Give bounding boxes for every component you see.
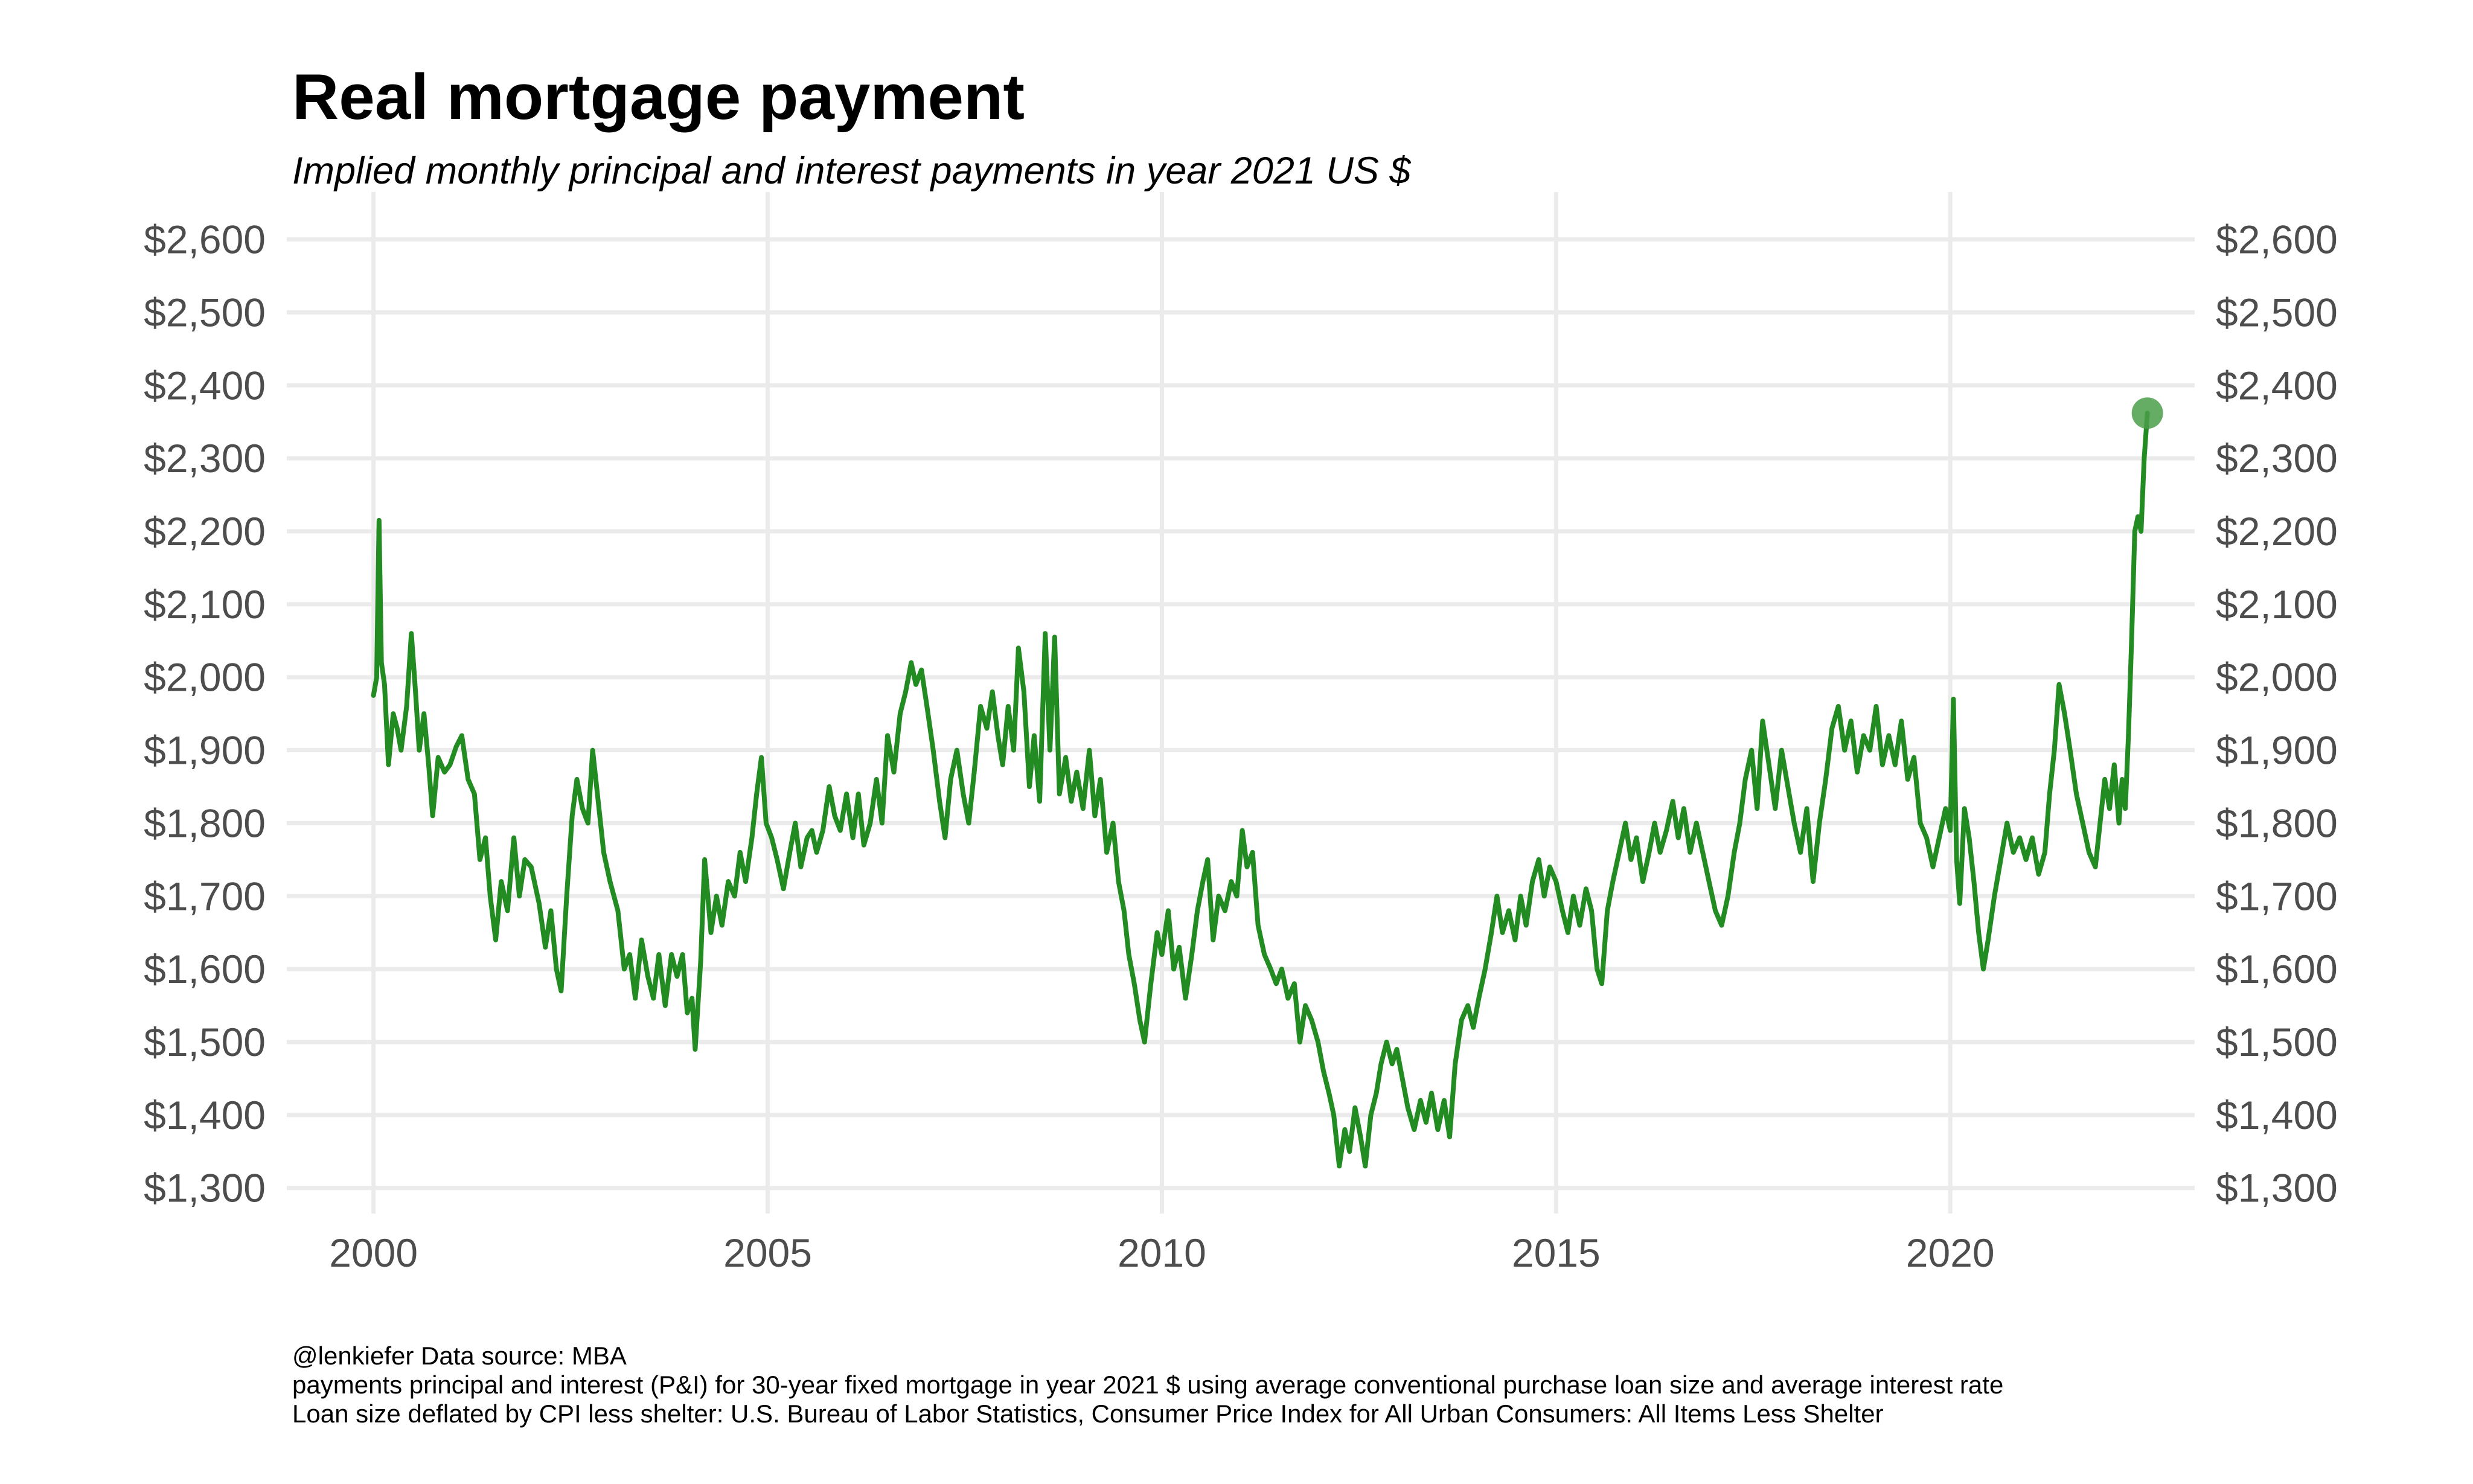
x-tick-label-1: 2005 <box>723 1230 812 1275</box>
x-tick-label-2: 2010 <box>1118 1230 1206 1275</box>
series-line-real-payment <box>371 411 2150 1169</box>
chart-title: Real mortgage payment <box>292 60 1025 133</box>
x-axis: 2000 2005 2010 2015 2020 <box>329 1230 1994 1275</box>
y-tick-label-right-0: $1,300 <box>2216 1166 2338 1211</box>
y-tick-label-right-9: $2,200 <box>2216 509 2338 554</box>
latest-value-marker <box>2131 397 2163 429</box>
y-tick-label-left-9: $2,200 <box>144 509 266 554</box>
horizontal-gridlines <box>287 237 2195 1191</box>
y-tick-label-left-11: $2,400 <box>144 363 266 408</box>
y-tick-label-right-5: $1,800 <box>2216 801 2338 845</box>
y-tick-label-right-13: $2,600 <box>2216 217 2338 262</box>
x-tick-label-4: 2020 <box>1906 1230 1995 1275</box>
y-tick-label-right-6: $1,900 <box>2216 728 2338 773</box>
y-tick-label-right-10: $2,300 <box>2216 436 2338 481</box>
caption-deflator: Loan size deflated by CPI less shelter: … <box>292 1399 1884 1428</box>
y-axis-right: $1,300 $1,400 $1,500 $1,600 $1,700 $1,800 $1,9… <box>2216 217 2338 1211</box>
y-tick-label-left-12: $2,500 <box>144 290 266 334</box>
y-tick-label-right-1: $1,400 <box>2216 1093 2338 1137</box>
x-tick-label-0: 2000 <box>329 1230 418 1275</box>
chart-subtitle: Implied monthly principal and interest p… <box>292 150 1411 192</box>
y-tick-label-left-10: $2,300 <box>144 436 266 481</box>
y-tick-label-right-4: $1,700 <box>2216 874 2338 918</box>
y-tick-label-right-12: $2,500 <box>2216 290 2338 334</box>
y-tick-label-left-7: $2,000 <box>144 655 266 700</box>
y-tick-label-left-3: $1,600 <box>144 947 266 991</box>
caption-source: @lenkiefer Data source: MBA <box>292 1342 627 1370</box>
y-tick-label-right-7: $2,000 <box>2216 655 2338 700</box>
y-tick-label-left-0: $1,300 <box>144 1166 266 1211</box>
y-tick-label-left-4: $1,700 <box>144 874 266 918</box>
caption-method: payments principal and interest (P&I) fo… <box>292 1370 2004 1399</box>
y-tick-label-right-8: $2,100 <box>2216 582 2338 627</box>
y-tick-label-left-5: $1,800 <box>144 801 266 845</box>
y-tick-label-left-1: $1,400 <box>144 1093 266 1137</box>
y-tick-label-left-8: $2,100 <box>144 582 266 627</box>
y-tick-label-left-2: $1,500 <box>144 1020 266 1064</box>
x-tick-label-3: 2015 <box>1512 1230 1601 1275</box>
y-tick-label-right-2: $1,500 <box>2216 1020 2338 1064</box>
y-tick-label-right-3: $1,600 <box>2216 947 2338 991</box>
vertical-gridlines <box>371 192 1953 1214</box>
y-tick-label-left-13: $2,600 <box>144 217 266 262</box>
y-tick-label-left-6: $1,900 <box>144 728 266 773</box>
y-axis-left: $1,300 $1,400 $1,500 $1,600 $1,700 $1,800 $1,9… <box>144 217 266 1211</box>
y-tick-label-right-11: $2,400 <box>2216 363 2338 408</box>
chart-caption: @lenkiefer Data source: MBA payments pri… <box>292 1342 2003 1428</box>
